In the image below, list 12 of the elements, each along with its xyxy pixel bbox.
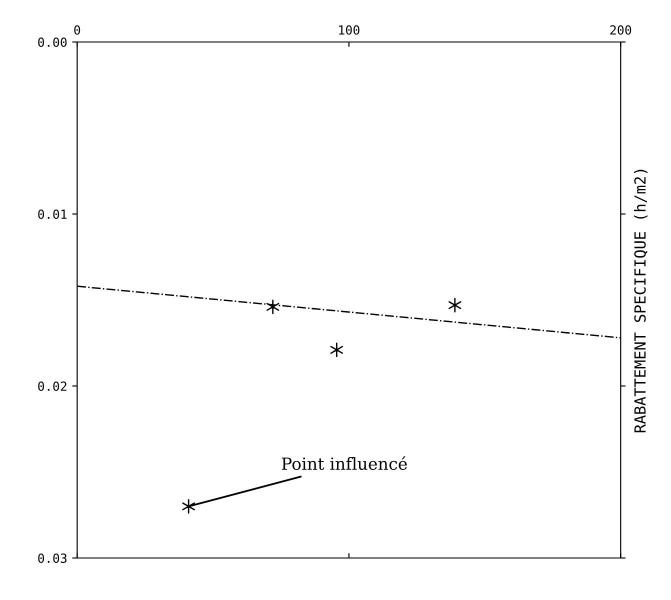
y-axis-title: RABATTEMENT SPECIFIQUE (h/m2) (634, 170, 648, 432)
annotation: Point influencé (282, 456, 407, 470)
y-tick-label: 0.01 (38, 210, 67, 219)
y-tick-label: 0.00 (38, 38, 67, 47)
point (330, 342, 344, 358)
x-tick-label: 100 (339, 25, 360, 35)
y-tick-label: 0.03 (38, 554, 67, 563)
point (266, 300, 280, 314)
x-tick-label: 200 (610, 25, 632, 35)
x-tick-label: 0 (74, 25, 80, 35)
point (448, 298, 462, 312)
y-tick-label: 0.02 (38, 382, 66, 391)
